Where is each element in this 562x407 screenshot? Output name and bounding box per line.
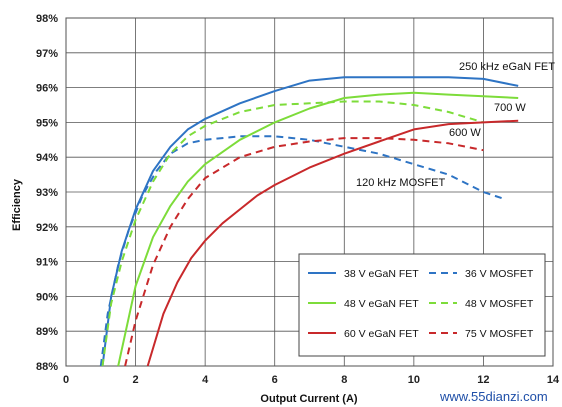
series-line-75-v-mosfet [124,137,484,367]
annotation-600w: 600 W [449,127,481,139]
y-axis-title: Efficiency [11,178,23,231]
y-tick-label: 98% [36,13,58,25]
x-tick-label: 6 [272,374,278,386]
legend-label: 60 V eGaN FET [344,328,419,340]
y-axis-ticks: 88% 89% 90% 91% 92% 93% 94% 95% 96% 97% 98% [36,13,58,373]
series-line-48-v-egan-fet [117,91,519,367]
x-tick-label: 0 [63,374,69,386]
legend-label: 36 V MOSFET [465,268,534,280]
watermark-text: www.55dianzi.com [439,389,548,404]
y-tick-label: 96% [36,83,58,95]
y-tick-label: 88% [36,361,58,373]
y-tick-label: 93% [36,187,58,199]
legend-items: 38 V eGaN FET 48 V eGaN FET 60 V eGaN FET 3… [308,268,534,340]
annotation-120khz-mosfet: 120 kHz MOSFET [356,177,446,189]
x-axis-title: Output Current (A) [260,393,357,405]
y-tick-label: 97% [36,48,58,60]
legend-label: 38 V eGaN FET [344,268,419,280]
legend: 38 V eGaN FET 48 V eGaN FET 60 V eGaN FET 3… [298,253,546,357]
legend-label: 48 V MOSFET [465,298,534,310]
legend-label: 75 V MOSFET [465,328,534,340]
y-tick-label: 95% [36,117,58,129]
annotation-250khz-egan: 250 kHz eGaN FET [459,61,555,73]
x-tick-label: 2 [133,374,139,386]
x-tick-label: 14 [547,374,560,386]
y-tick-label: 91% [36,257,58,269]
legend-box [298,253,546,357]
x-tick-label: 10 [408,374,420,386]
y-tick-label: 92% [36,222,58,234]
series-line-48-v-mosfet [101,100,484,367]
series-line-36-v-mosfet [99,135,505,367]
x-tick-label: 12 [477,374,489,386]
series-line-60-v-egan-fet [146,119,519,367]
x-axis-ticks: 0 2 4 6 8 10 12 14 [63,374,560,386]
y-tick-label: 90% [36,291,58,303]
series-layer [99,76,519,367]
legend-label: 48 V eGaN FET [344,298,419,310]
x-tick-label: 4 [202,374,209,386]
y-tick-label: 94% [36,152,58,164]
x-tick-label: 8 [341,374,347,386]
annotation-700w: 700 W [494,102,526,114]
y-tick-label: 89% [36,326,58,338]
